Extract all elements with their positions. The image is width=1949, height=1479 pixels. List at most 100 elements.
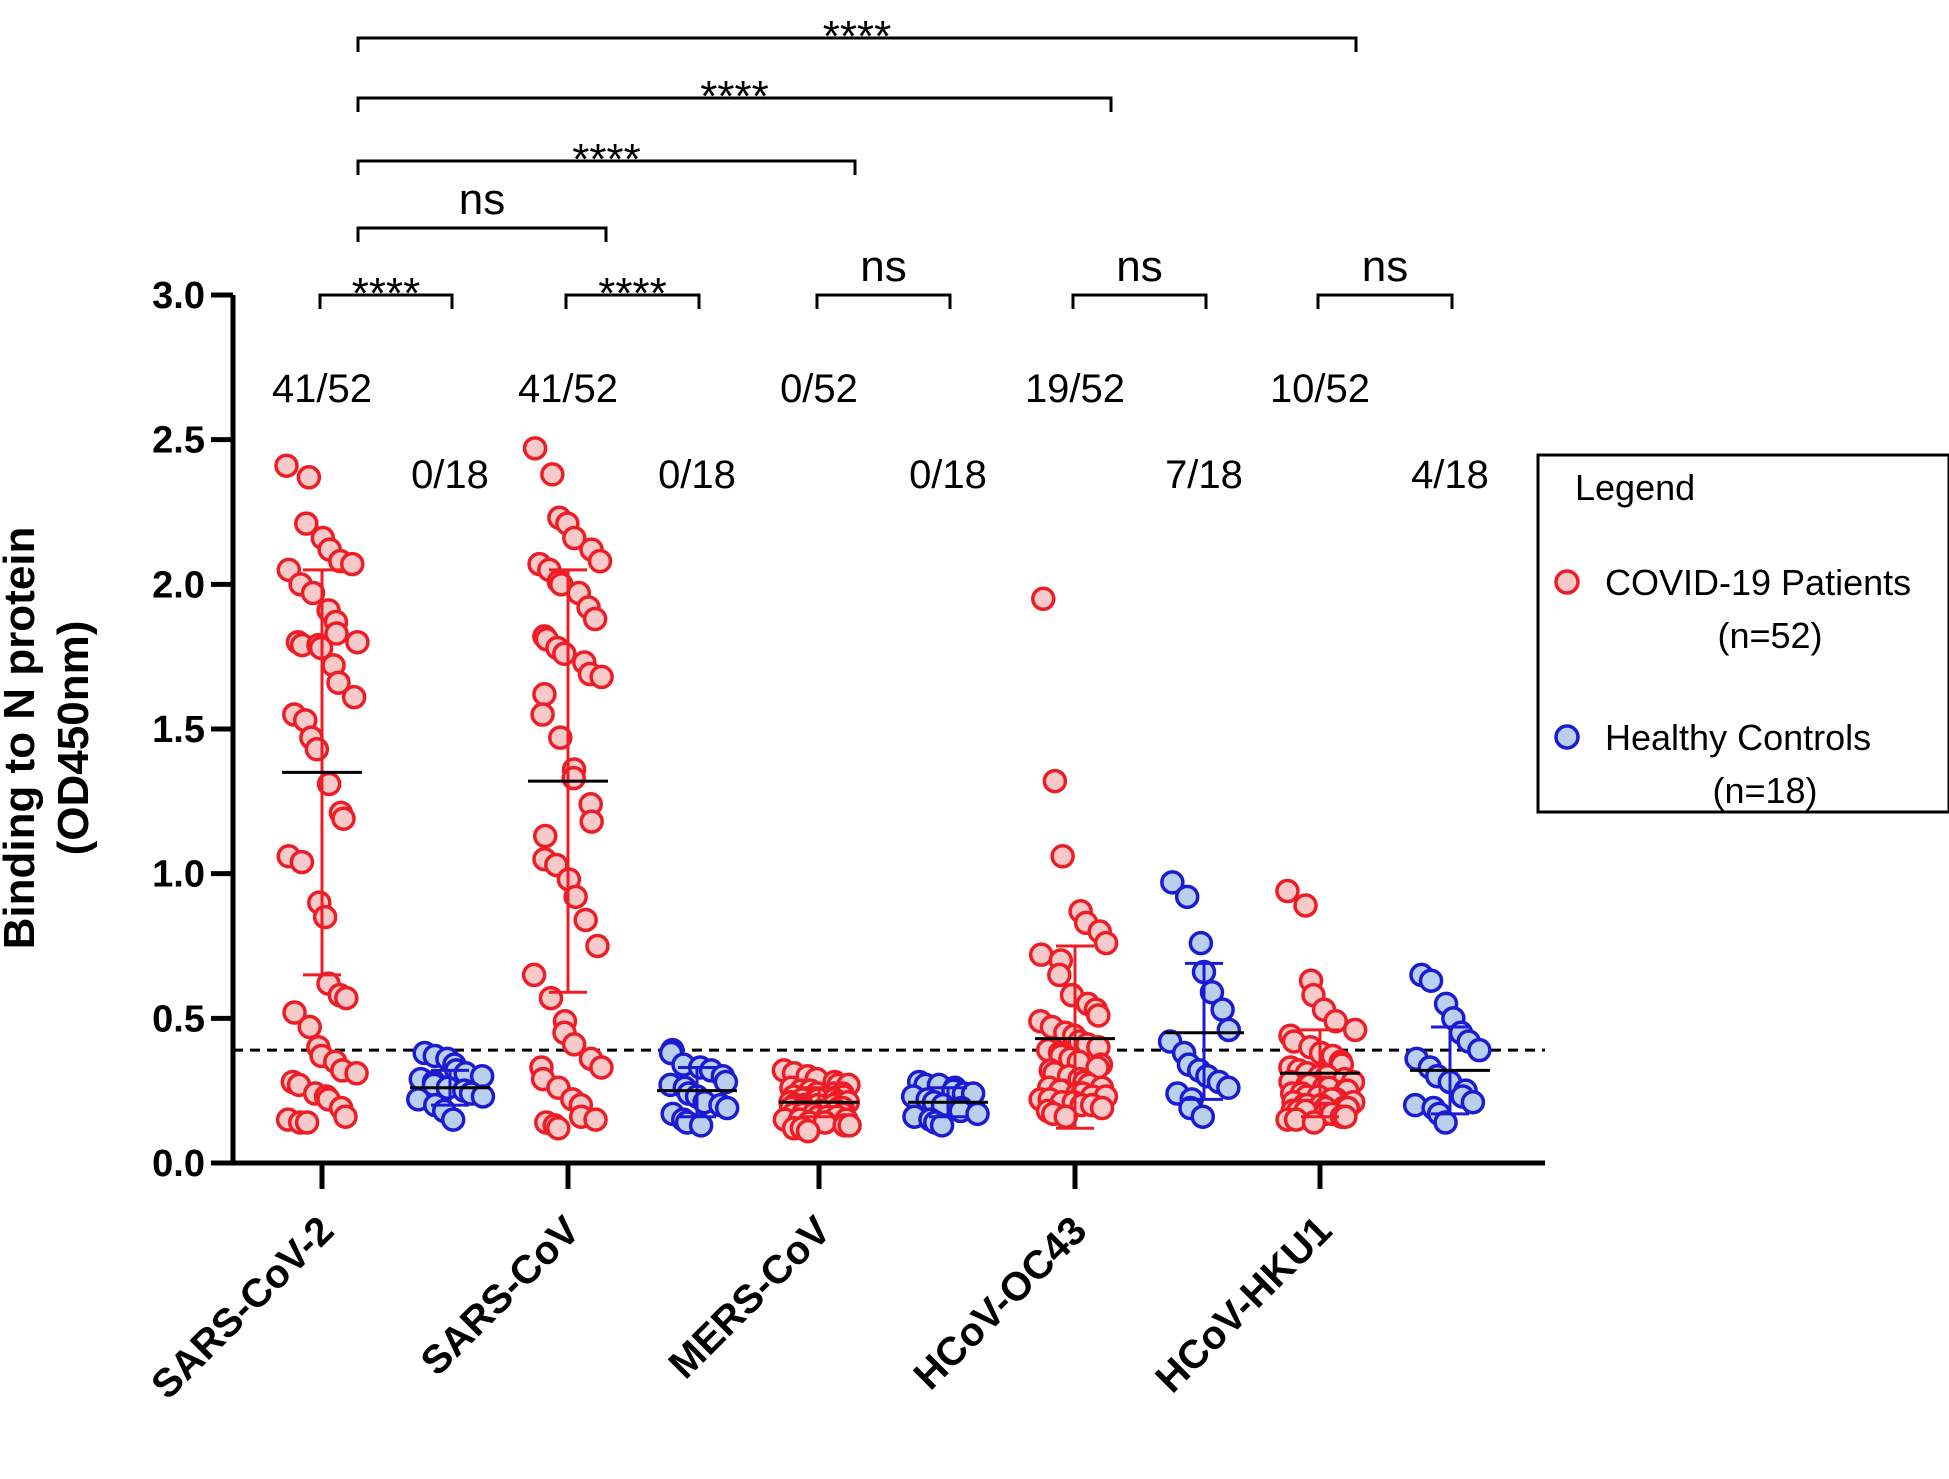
data-point <box>545 1116 571 1141</box>
data-point <box>1047 962 1072 988</box>
data-point <box>333 1104 358 1129</box>
data-point <box>1174 884 1200 910</box>
data-point <box>533 823 558 849</box>
significance-bracket: ns <box>356 175 608 242</box>
data-point <box>289 849 315 875</box>
y-tick-label: 0.0 <box>152 1143 205 1185</box>
data-point <box>573 907 598 933</box>
positive-fraction-label: 10/52 <box>1270 367 1370 411</box>
significance-label: **** <box>823 12 892 61</box>
data-point <box>341 684 367 710</box>
significance-bracket: ns <box>1071 242 1208 309</box>
data-point <box>965 1101 990 1127</box>
x-category-label: MERS-CoV <box>661 1208 840 1387</box>
bracket-line <box>564 293 701 309</box>
scatter-group <box>900 1069 990 1138</box>
data-point <box>1210 997 1235 1022</box>
data-point <box>540 462 565 487</box>
positive-fraction-label: 0/18 <box>411 453 489 497</box>
x-category-label: HCoV-HKU1 <box>1147 1208 1340 1401</box>
scatter-group <box>1157 870 1244 1129</box>
scatter-group <box>771 1058 862 1144</box>
y-tick-label: 1.0 <box>152 854 205 896</box>
data-point <box>548 725 573 750</box>
data-point <box>1050 844 1075 869</box>
positive-fraction-label: 7/18 <box>1165 453 1243 497</box>
bracket-line <box>1071 293 1208 309</box>
data-point <box>582 606 608 632</box>
data-point <box>538 985 564 1011</box>
y-axis-title-line2: (OD450nm) <box>49 621 98 856</box>
data-point <box>1190 1104 1216 1129</box>
data-point <box>795 1118 821 1144</box>
y-tick-label: 2.5 <box>152 420 205 462</box>
data-point <box>300 580 326 606</box>
scatter-group <box>406 1040 496 1132</box>
data-point <box>530 702 555 727</box>
y-axis-title-line1: Binding to N protein <box>0 527 44 950</box>
data-point <box>1160 870 1185 895</box>
data-point <box>1323 1008 1348 1034</box>
bracket-line <box>1316 293 1454 309</box>
data-point <box>1188 930 1214 956</box>
x-category-label: SARS-CoV <box>413 1208 589 1384</box>
significance-bracket: **** <box>356 135 857 184</box>
data-point <box>714 1095 740 1121</box>
x-category-label: SARS-CoV-2 <box>143 1208 342 1407</box>
significance-bracket: ns <box>815 242 952 309</box>
data-point <box>1418 968 1444 993</box>
data-point <box>296 465 322 490</box>
data-point <box>929 1113 955 1138</box>
positive-fraction-label: 41/52 <box>518 367 618 411</box>
bracket-line <box>356 159 857 175</box>
data-point <box>294 1110 320 1135</box>
data-point <box>561 765 586 791</box>
legend-box <box>1536 453 1949 814</box>
legend-marker-patients <box>1554 569 1580 595</box>
data-point <box>1053 1104 1078 1129</box>
data-point <box>304 737 330 762</box>
plot-area: 0.0 0.5 1.0 1.5 2.0 2.5 3.0 SARS-CoV-2 SARS-CoV M… <box>143 12 1545 1408</box>
data-point <box>589 1055 614 1080</box>
scatter-group <box>274 453 370 1135</box>
data-point <box>521 962 547 988</box>
data-point <box>1293 893 1318 918</box>
bracket-line <box>356 226 608 242</box>
scatter-group <box>657 1037 740 1138</box>
data-point <box>1042 768 1068 794</box>
data-point <box>1031 586 1056 612</box>
x-category-label: HCoV-OC43 <box>906 1208 1096 1398</box>
data-point <box>1433 1110 1458 1135</box>
bracket-line <box>356 36 1358 52</box>
significance-label: ns <box>860 242 906 291</box>
data-point <box>713 1069 739 1095</box>
data-point <box>589 664 614 690</box>
data-point <box>1467 1037 1492 1063</box>
data-point <box>344 1061 369 1086</box>
legend-label-patients: COVID-19 Patients <box>1605 562 1911 603</box>
bracket-line <box>318 293 454 309</box>
legend-marker-controls <box>1554 724 1580 750</box>
scatter-group <box>1275 878 1368 1135</box>
data-point <box>585 933 610 959</box>
positive-fraction-label: 0/18 <box>658 453 736 497</box>
bracket-line <box>356 96 1113 112</box>
data-point <box>583 1107 608 1132</box>
data-point <box>312 904 338 930</box>
significance-bracket: **** <box>356 72 1113 121</box>
data-point <box>334 985 359 1011</box>
data-point <box>688 1113 714 1138</box>
data-point <box>1342 1017 1368 1043</box>
data-point <box>552 641 577 667</box>
data-point <box>1089 1095 1115 1121</box>
scatter-group <box>1402 962 1492 1135</box>
data-point <box>562 525 587 551</box>
data-point <box>532 682 557 707</box>
data-point <box>294 511 319 536</box>
y-tick-label: 2.0 <box>152 564 205 606</box>
significance-label: **** <box>598 269 667 318</box>
y-tick-label: 3.0 <box>152 275 205 317</box>
data-point <box>345 629 370 655</box>
positive-fraction-label: 19/52 <box>1025 367 1125 411</box>
